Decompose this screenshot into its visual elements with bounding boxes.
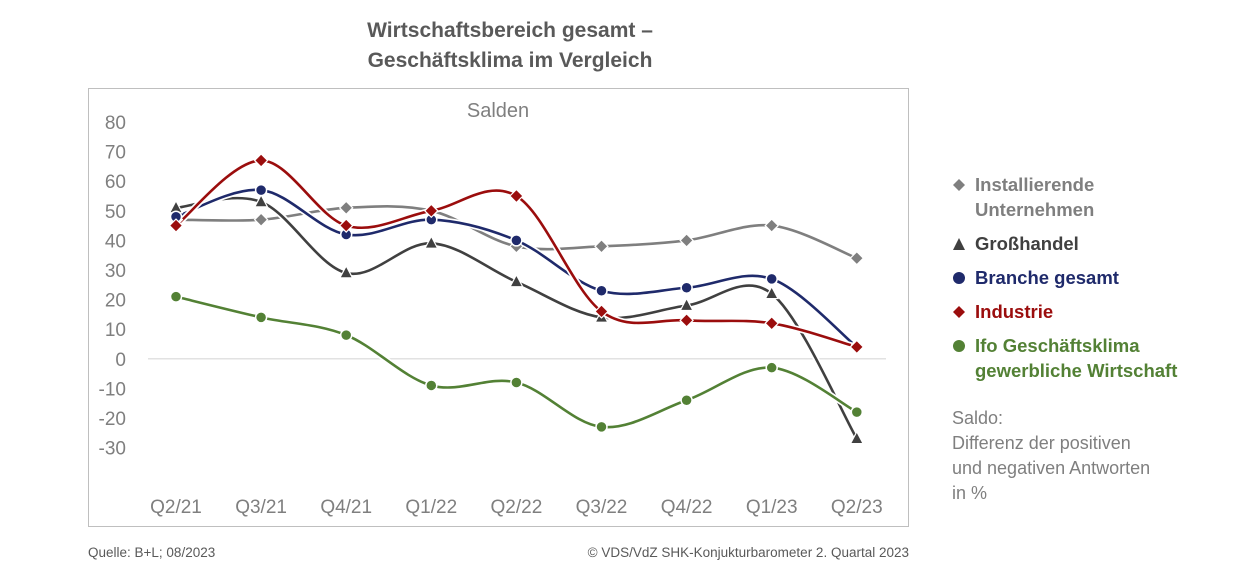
legend-label-ifo-line2: gewerbliche Wirtschaft xyxy=(975,360,1178,381)
y-tick-label: 80 xyxy=(105,113,126,134)
data-point xyxy=(595,284,608,297)
legend-diamond-icon xyxy=(953,306,965,318)
chart-subtitle: Salden xyxy=(467,100,529,122)
data-point xyxy=(254,183,268,197)
data-point xyxy=(254,311,268,324)
data-point xyxy=(679,297,694,312)
data-point xyxy=(764,285,779,300)
data-point xyxy=(849,250,865,266)
legend-label-installierende-line1: Installierende xyxy=(975,174,1095,195)
legend-label-ifo-line1: Ifo Geschäftsklima xyxy=(975,335,1140,356)
data-point xyxy=(595,420,608,434)
data-point xyxy=(509,188,524,204)
x-tick-label: Q1/22 xyxy=(405,497,457,518)
chart-title: Wirtschaftsbereich gesamt – Geschäftskli… xyxy=(120,16,900,76)
legend-label-industrie: Industrie xyxy=(975,301,1054,322)
saldo-note-line2: Differenz der positiven xyxy=(952,433,1131,453)
data-point xyxy=(423,203,439,219)
data-point xyxy=(509,273,524,288)
copyright-footer: © VDS/VdZ SHK-Konjukturbarometer 2. Quar… xyxy=(587,545,909,560)
y-tick-label: 10 xyxy=(105,320,126,341)
legend-diamond-icon xyxy=(953,179,965,191)
x-tick-label: Q4/21 xyxy=(320,497,372,518)
saldo-note: Saldo: Differenz der positiven und negat… xyxy=(952,406,1232,506)
series-line-halo xyxy=(173,293,860,431)
data-point xyxy=(680,393,693,407)
y-tick-label: 70 xyxy=(105,143,126,164)
legend-label-branche-gesamt: Branche gesamt xyxy=(975,267,1119,288)
legend-circle-icon xyxy=(953,340,965,352)
y-tick-label: 40 xyxy=(105,231,126,252)
chart-title-line2: Geschäftsklima im Vergleich xyxy=(367,49,653,72)
x-tick-label: Q3/21 xyxy=(235,497,287,518)
y-tick-label: -10 xyxy=(99,379,126,400)
y-tick-label: 0 xyxy=(115,350,126,371)
data-point xyxy=(510,234,523,247)
saldo-note-line1: Saldo: xyxy=(952,408,1004,428)
legend-label-installierende-line2: Unternehmen xyxy=(975,199,1095,220)
data-point xyxy=(849,430,865,445)
legend-item-installierende: Installierende Unternehmen xyxy=(952,172,1237,222)
data-point xyxy=(765,272,778,286)
x-tick-label: Q2/23 xyxy=(831,497,883,518)
x-tick-label: Q3/22 xyxy=(576,497,628,518)
x-tick-label: Q4/22 xyxy=(661,497,713,518)
data-point xyxy=(338,200,354,216)
plot-frame xyxy=(88,88,909,527)
data-point xyxy=(338,218,354,233)
data-point xyxy=(253,212,269,228)
data-point xyxy=(594,238,609,254)
legend-item-grosshandel: Großhandel xyxy=(952,231,1237,256)
legend-item-branche-gesamt: Branche gesamt xyxy=(952,265,1237,290)
legend-label-grosshandel: Großhandel xyxy=(975,233,1079,254)
saldo-note-line3: und negativen Antworten xyxy=(952,458,1151,478)
y-tick-label: 30 xyxy=(105,261,126,282)
legend-circle-icon xyxy=(953,272,965,284)
data-point xyxy=(169,290,183,303)
legend-item-industrie: Industrie xyxy=(952,299,1237,324)
saldo-note-line4: in % xyxy=(952,483,988,503)
data-point xyxy=(594,304,609,319)
y-tick-label: 20 xyxy=(105,291,126,312)
y-tick-label: -20 xyxy=(99,409,126,430)
data-point xyxy=(424,235,439,249)
y-tick-label: 60 xyxy=(105,172,126,193)
data-point xyxy=(168,218,184,233)
data-point xyxy=(425,379,438,392)
x-tick-label: Q2/22 xyxy=(491,497,543,518)
data-point xyxy=(680,281,693,295)
data-point xyxy=(850,405,864,419)
data-point xyxy=(510,376,523,389)
source-footer: Quelle: B+L; 08/2023 xyxy=(88,545,216,560)
data-point xyxy=(339,328,353,342)
data-point xyxy=(253,193,269,208)
data-point xyxy=(253,153,269,168)
data-point xyxy=(764,315,780,331)
x-tick-label: Q2/21 xyxy=(150,497,202,518)
data-point xyxy=(765,361,778,374)
y-tick-label: -30 xyxy=(99,439,126,460)
series-line xyxy=(174,295,859,429)
legend-item-ifo: Ifo Geschäftsklima gewerbliche Wirtschaf… xyxy=(952,333,1237,383)
data-point xyxy=(679,233,694,248)
data-point xyxy=(849,339,865,355)
chart-title-line1: Wirtschaftsbereich gesamt – xyxy=(367,19,653,42)
data-point xyxy=(679,312,694,328)
legend: Installierende Unternehmen Großhandel Br… xyxy=(952,172,1237,392)
data-point xyxy=(764,218,780,233)
legend-triangle-icon xyxy=(953,238,965,250)
y-tick-label: 50 xyxy=(105,202,126,223)
x-tick-label: Q1/23 xyxy=(746,497,798,518)
data-point xyxy=(338,264,354,279)
